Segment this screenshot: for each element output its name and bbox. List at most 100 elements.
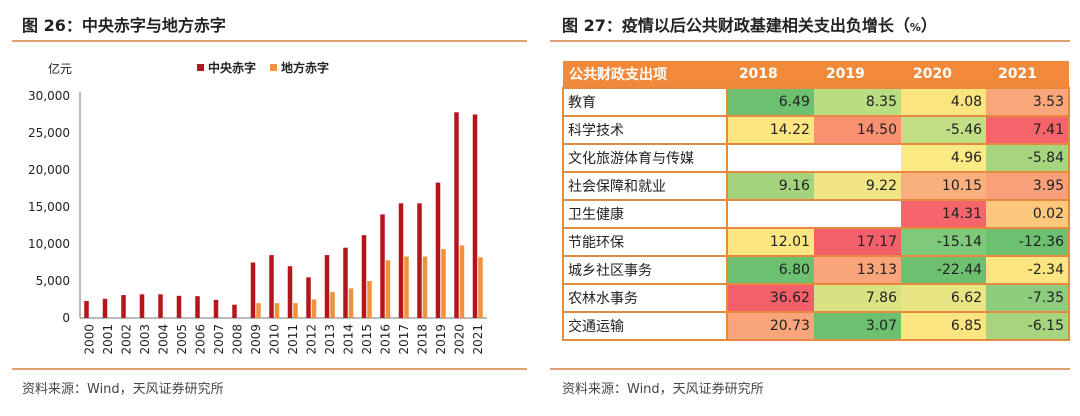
value-cell: -6.15 xyxy=(986,312,1070,341)
title-divider xyxy=(12,40,527,42)
table-row: 交通运输 20.73 3.07 6.85 -6.15 xyxy=(562,312,1070,341)
value-cell: -12.36 xyxy=(986,228,1070,257)
value-cell: -2.34 xyxy=(986,256,1070,285)
left-panel: 图 26：中央赤字与地方赤字 亿元 0 5,000 10,000 15,000 20,00… xyxy=(12,16,527,397)
value-cell: 14.50 xyxy=(813,116,901,145)
x-tick-label: 2014 xyxy=(341,324,355,355)
value-cell: 12.01 xyxy=(726,228,814,257)
x-tick-label: 2016 xyxy=(378,324,392,355)
y-tick-label: 20,000 xyxy=(28,163,70,177)
value-cell: 0.02 xyxy=(986,200,1070,229)
row-label: 社会保障和就业 xyxy=(562,172,728,201)
row-label: 科学技术 xyxy=(562,116,728,145)
x-tick-label: 2018 xyxy=(415,324,429,355)
bar-central xyxy=(361,235,367,318)
bar-local xyxy=(459,245,465,318)
legend-label: 地方赤字 xyxy=(281,60,329,75)
legend-swatch xyxy=(270,64,277,71)
table-row: 科学技术 14.22 14.50 -5.46 7.41 xyxy=(562,116,1070,145)
bar-central xyxy=(417,203,422,318)
value-cell: -22.44 xyxy=(901,256,987,285)
x-tick-label: 2009 xyxy=(249,324,263,355)
growth-heatmap-table: 公共财政支出项 2018 2019 2020 2021 教育 6.49 8.35 4.08 3.… xyxy=(562,61,1070,341)
source-note: 资料来源：Wind，天风证券研究所 xyxy=(562,382,764,397)
value-cell xyxy=(726,200,814,229)
table-title-close: ） xyxy=(920,16,937,35)
value-cell: 4.96 xyxy=(901,144,987,173)
bar-central xyxy=(102,298,108,318)
table-row: 社会保障和就业 9.16 9.22 10.15 3.95 xyxy=(562,172,1070,201)
bar-central xyxy=(306,277,311,318)
bar-local xyxy=(348,288,354,318)
x-tick-label: 2008 xyxy=(230,324,244,355)
value-cell: 14.31 xyxy=(901,200,987,229)
table-row: 农林水事务 36.62 7.86 6.62 -7.35 xyxy=(562,284,1070,313)
x-tick-label: 2001 xyxy=(101,324,115,355)
bar-central xyxy=(176,295,182,318)
bar-central xyxy=(139,294,145,318)
value-cell: 36.62 xyxy=(726,284,814,313)
row-label: 文化旅游体育与传媒 xyxy=(562,144,728,173)
y-tick-label: 25,000 xyxy=(28,126,70,140)
table-title-unit: % xyxy=(909,21,921,34)
value-cell: 7.41 xyxy=(986,116,1070,145)
bar-central xyxy=(213,299,219,318)
bar-central xyxy=(380,214,385,318)
value-cell: 3.95 xyxy=(986,172,1070,201)
y-tick-label: 0 xyxy=(62,311,70,325)
bar-central xyxy=(269,255,274,318)
y-tick-label: 30,000 xyxy=(28,89,70,103)
x-tick-label: 2000 xyxy=(82,324,96,355)
value-cell: 6.62 xyxy=(901,284,987,313)
y-tick-label: 5,000 xyxy=(36,274,70,288)
legend-label: 中央赤字 xyxy=(208,60,256,75)
x-tick-label: 2017 xyxy=(397,324,411,355)
value-cell: -15.14 xyxy=(901,228,987,257)
row-label: 卫生健康 xyxy=(562,200,728,229)
table-row: 文化旅游体育与传媒 4.96 -5.84 xyxy=(562,144,1070,173)
value-cell: 3.53 xyxy=(986,88,1070,117)
title-divider xyxy=(550,40,1070,42)
value-cell: 4.08 xyxy=(901,88,987,117)
value-cell: 17.17 xyxy=(813,228,901,257)
bar-local xyxy=(404,256,409,318)
source-divider xyxy=(550,368,1070,370)
source-note: 资料来源：Wind，天风证券研究所 xyxy=(22,382,224,397)
x-tick-label: 2002 xyxy=(119,324,133,355)
bar-central xyxy=(454,112,459,318)
row-label: 节能环保 xyxy=(562,228,728,257)
x-tick-label: 2006 xyxy=(193,324,207,355)
right-panel: 图 27：疫情以后公共财政基建相关支出负增长（%） 公共财政支出项 2018 201… xyxy=(540,0,1080,416)
value-cell: -7.35 xyxy=(986,284,1070,313)
value-cell: 6.80 xyxy=(726,256,814,285)
value-cell: 8.35 xyxy=(813,88,901,117)
value-cell xyxy=(726,144,814,173)
bar-central xyxy=(250,262,256,318)
table-title: 图 27：疫情以后公共财政基建相关支出负增长（%） xyxy=(562,12,937,36)
table-header-row: 公共财政支出项 2018 2019 2020 2021 xyxy=(563,61,1069,89)
value-cell: 3.07 xyxy=(813,312,901,341)
x-tick-label: 2021 xyxy=(471,324,485,355)
value-cell: 9.16 xyxy=(726,172,814,201)
bar-local xyxy=(367,281,372,318)
bar-local xyxy=(274,303,280,318)
value-cell: 7.86 xyxy=(813,284,901,313)
bar-central xyxy=(287,266,293,318)
chart-title: 图 26：中央赤字与地方赤字 xyxy=(22,16,226,35)
value-cell: 14.22 xyxy=(726,116,814,145)
value-cell: -5.84 xyxy=(986,144,1070,173)
table-row: 城乡社区事务 6.80 13.13 -22.44 -2.34 xyxy=(562,256,1070,285)
bar-local xyxy=(441,249,446,318)
bar-central xyxy=(472,114,478,318)
value-cell: 9.22 xyxy=(813,172,901,201)
column-header-year: 2018 xyxy=(726,61,814,89)
x-tick-label: 2019 xyxy=(434,324,448,355)
bar-local xyxy=(311,299,317,318)
x-tick-label: 2003 xyxy=(138,324,152,355)
bar-central xyxy=(232,304,237,318)
bar-central xyxy=(121,295,126,318)
table-row: 节能环保 12.01 17.17 -15.14 -12.36 xyxy=(562,228,1070,257)
column-header-year: 2021 xyxy=(986,61,1069,89)
y-tick-label: 15,000 xyxy=(28,200,70,214)
deficit-bar-chart: 亿元 0 5,000 10,000 15,000 20,000 25,000 30,000 中央… xyxy=(28,60,487,355)
